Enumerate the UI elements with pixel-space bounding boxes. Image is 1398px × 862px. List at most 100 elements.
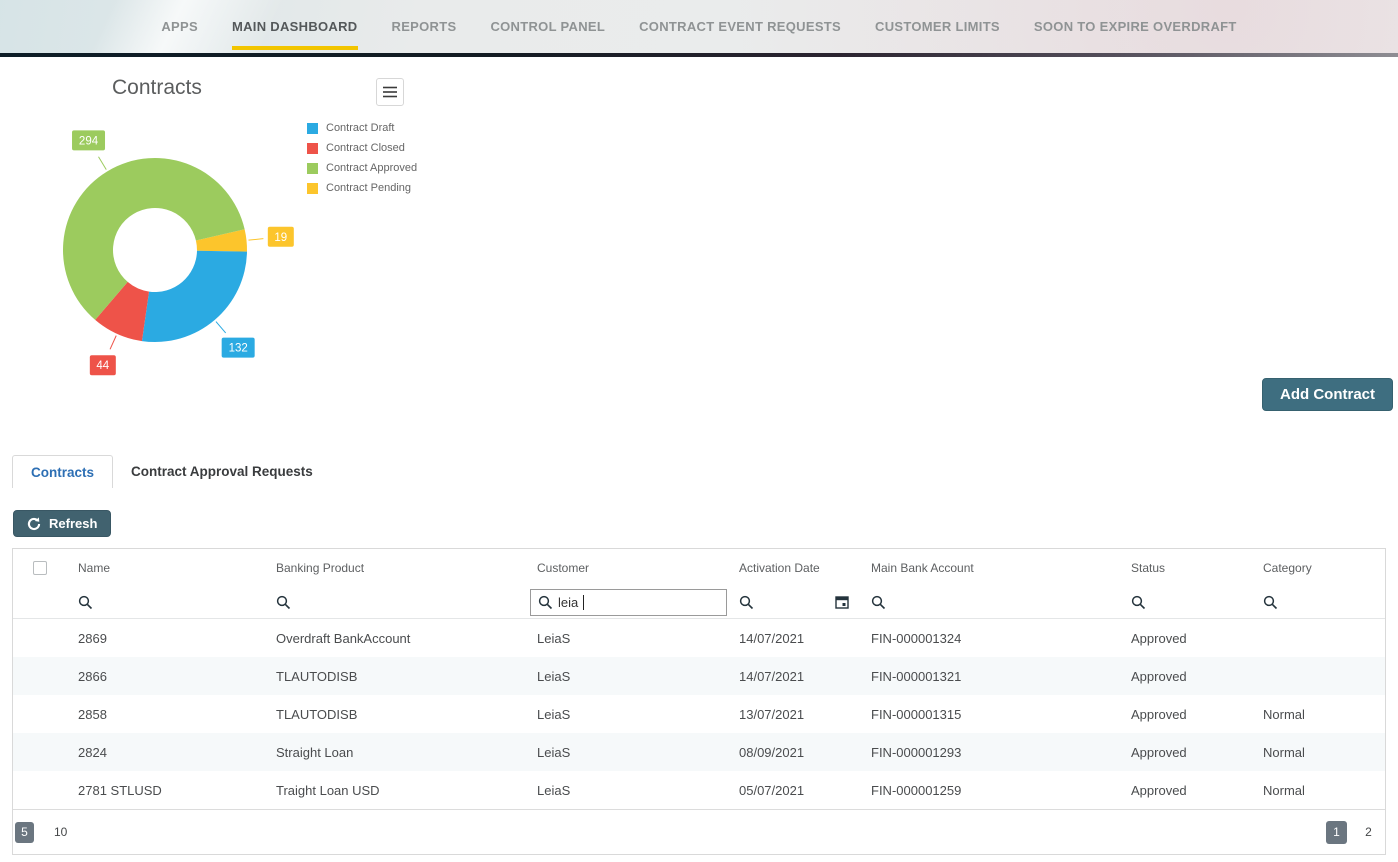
filter-cell-banking-product[interactable] [264,595,525,610]
donut-slice[interactable] [95,281,150,342]
refresh-icon [27,516,41,530]
data-label-box [221,337,255,358]
nav-item-customer-limits[interactable]: CUSTOMER LIMITS [875,19,1000,34]
table-row[interactable]: 2869 Overdraft BankAccount LeiaS 14/07/2021… [13,619,1385,657]
search-icon[interactable] [871,595,886,610]
donut-slice[interactable] [63,158,245,320]
column-header-banking-product[interactable]: Banking Product [276,560,365,575]
column-header-name[interactable]: Name [78,560,111,575]
column-header-main-bank-account[interactable]: Main Bank Account [871,560,974,575]
table-row[interactable]: 2824 Straight Loan LeiaS 08/09/2021 FIN-0000… [13,733,1385,771]
tab-contracts[interactable]: Contracts [12,455,114,488]
chart-menu-button[interactable] [376,78,404,106]
search-icon[interactable] [78,595,93,610]
cell-main-bank-account: FIN-000001321 [871,668,962,684]
cell-customer: LeiaS [537,744,571,760]
donut-slice[interactable] [195,229,247,252]
hamburger-icon [383,86,397,98]
page-button-1[interactable]: 1 [1326,820,1347,844]
legend-label: Contract Approved [326,162,418,174]
cell-activation-date: 14/07/2021 [739,630,805,646]
search-icon[interactable] [1131,595,1146,610]
search-icon[interactable] [538,595,553,610]
chart-title: Contracts [112,76,202,99]
cell-name: 2866 [78,668,107,684]
table-row[interactable]: 2866 TLAUTODISB LeiaS 14/07/2021 FIN-0000013… [13,657,1385,695]
add-contract-button[interactable]: Add Contract [1262,378,1393,411]
search-icon[interactable] [739,595,754,610]
search-icon[interactable] [1263,595,1278,610]
donut-chart[interactable]: 19 132 44 294 [30,120,350,400]
page-size-button-5[interactable]: 5 [15,821,34,843]
legend-swatch-icon [307,142,318,154]
cell-banking-product: TLAUTODISB [276,668,358,684]
customer-filter-value: leia [558,594,579,610]
contracts-table: Name Banking Product Customer Activation Da… [12,548,1386,855]
cell-status: Approved [1131,782,1187,798]
table-row[interactable]: 2858 TLAUTODISB LeiaS 13/07/2021 FIN-0000013… [13,695,1385,733]
column-header-category[interactable]: Category [1263,560,1312,575]
table-filter-row: leia [13,586,1385,619]
legend-swatch-icon [307,122,318,134]
filter-cell-main-bank-account[interactable] [859,595,1119,610]
nav-accent-strip [0,53,1398,57]
column-header-customer[interactable]: Customer [537,560,590,575]
page-size-button-10[interactable]: 10 [54,825,68,839]
nav-item-apps[interactable]: APPS [161,19,198,34]
column-header-activation-date[interactable]: Activation Date [739,560,820,575]
nav-item-main-dashboard[interactable]: MAIN DASHBOARD [231,0,358,53]
cell-name: 2858 [78,706,107,722]
cell-main-bank-account: FIN-000001293 [871,744,962,760]
cell-status: Approved [1131,668,1187,684]
cell-status: Approved [1131,706,1187,722]
nav-item-soon-to-expire-overdraft[interactable]: SOON TO EXPIRE OVERDRAFT [1033,19,1237,34]
cell-customer: LeiaS [537,630,571,646]
legend-label: Contract Pending [326,182,411,194]
legend-item[interactable]: Contract Closed [307,138,417,158]
data-label-box [89,355,116,376]
cell-activation-date: 08/09/2021 [739,744,805,760]
data-label-value: 19 [274,232,287,244]
column-header-status[interactable]: Status [1131,560,1166,575]
refresh-label: Refresh [49,516,98,531]
select-all-checkbox[interactable] [32,560,47,575]
cell-customer: LeiaS [537,706,571,722]
filter-cell-name[interactable] [66,595,264,610]
tab-bar: Contracts Contract Approval Requests [12,455,331,488]
legend-swatch-icon [307,182,318,194]
nav-item-contract-event-requests[interactable]: CONTRACT EVENT REQUESTS [639,19,842,34]
top-navigation-bar: APPS MAIN DASHBOARD REPORTS CONTROL PANEL CO… [0,0,1398,53]
cell-activation-date: 05/07/2021 [739,782,805,798]
page-button-2[interactable]: 2 [1365,825,1372,839]
donut-slice[interactable] [141,250,247,342]
filter-cell-activation-date[interactable] [727,595,859,610]
legend-item[interactable]: Contract Draft [307,118,417,138]
filter-cell-customer[interactable]: leia [525,588,727,616]
cell-name: 2781 STLUSD [78,782,162,798]
cell-activation-date: 13/07/2021 [739,706,805,722]
nav-item-control-panel[interactable]: CONTROL PANEL [490,19,606,34]
cell-banking-product: TLAUTODISB [276,706,358,722]
data-label-value: 132 [229,343,248,355]
filter-cell-category[interactable] [1251,595,1387,610]
cell-name: 2869 [78,630,107,646]
cell-status: Approved [1131,744,1187,760]
cell-banking-product: Traight Loan USD [276,782,380,798]
label-leader-line [215,321,227,334]
nav-item-reports[interactable]: REPORTS [391,19,457,34]
cell-customer: LeiaS [537,782,571,798]
legend-item[interactable]: Contract Approved [307,158,417,178]
filter-cell-status[interactable] [1119,595,1251,610]
cell-category: Normal [1263,782,1305,798]
cell-status: Approved [1131,630,1187,646]
table-row[interactable]: 2781 STLUSD Traight Loan USD LeiaS 05/07/20… [13,771,1385,809]
cell-customer: LeiaS [537,668,571,684]
legend-item[interactable]: Contract Pending [307,178,417,198]
customer-filter-input[interactable]: leia [530,588,727,616]
tab-contract-approval-requests[interactable]: Contract Approval Requests [131,464,313,479]
cell-activation-date: 14/07/2021 [739,668,805,684]
calendar-icon[interactable] [835,595,849,609]
table-header-row: Name Banking Product Customer Activation Da… [13,549,1385,586]
refresh-button[interactable]: Refresh [13,510,112,537]
search-icon[interactable] [276,595,291,610]
